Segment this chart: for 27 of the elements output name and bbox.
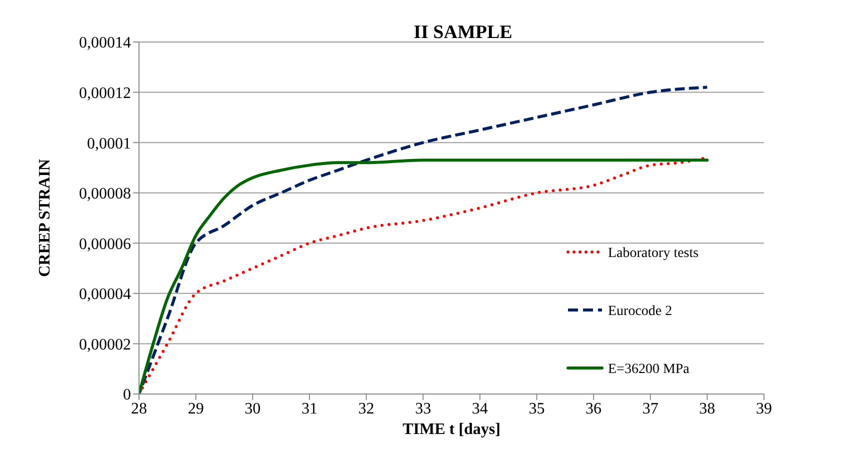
x-tick-label: 38 (699, 400, 716, 418)
x-tick-label: 39 (756, 400, 772, 418)
chart-title: II SAMPLE (414, 22, 512, 43)
x-tick-label: 29 (188, 400, 204, 418)
y-tick-label: 0,00002 (79, 336, 131, 354)
x-tick-label: 33 (415, 400, 432, 418)
x-tick-label: 32 (358, 400, 374, 418)
y-tick-label: 0,00012 (79, 84, 131, 102)
x-tick-label: 34 (472, 400, 488, 418)
x-tick-label: 31 (301, 400, 318, 418)
x-tick-label: 36 (586, 400, 602, 418)
legend-label: E=36200 MPa (608, 362, 690, 377)
y-tick-label: 0,00004 (79, 286, 131, 304)
x-tick-label: 35 (528, 400, 545, 418)
x-tick-label: 37 (642, 400, 658, 418)
legend-label: Laboratory tests (608, 246, 699, 261)
x-tick-label: 28 (131, 400, 147, 418)
y-tick-label: 0,00014 (79, 34, 131, 52)
x-axis-title: TIME t [days] (402, 421, 500, 438)
line-series (139, 86, 709, 394)
y-tick-label: 0,0001 (87, 135, 131, 152)
y-tick-label: 0 (123, 386, 131, 404)
legend-label: Eurocode 2 (608, 304, 672, 319)
y-tick-label: 0,00008 (79, 186, 131, 203)
y-axis-title: CREEP STRAIN (36, 158, 54, 277)
x-tick-label: 30 (244, 400, 261, 418)
y-tick-label: 0,00006 (79, 236, 131, 253)
